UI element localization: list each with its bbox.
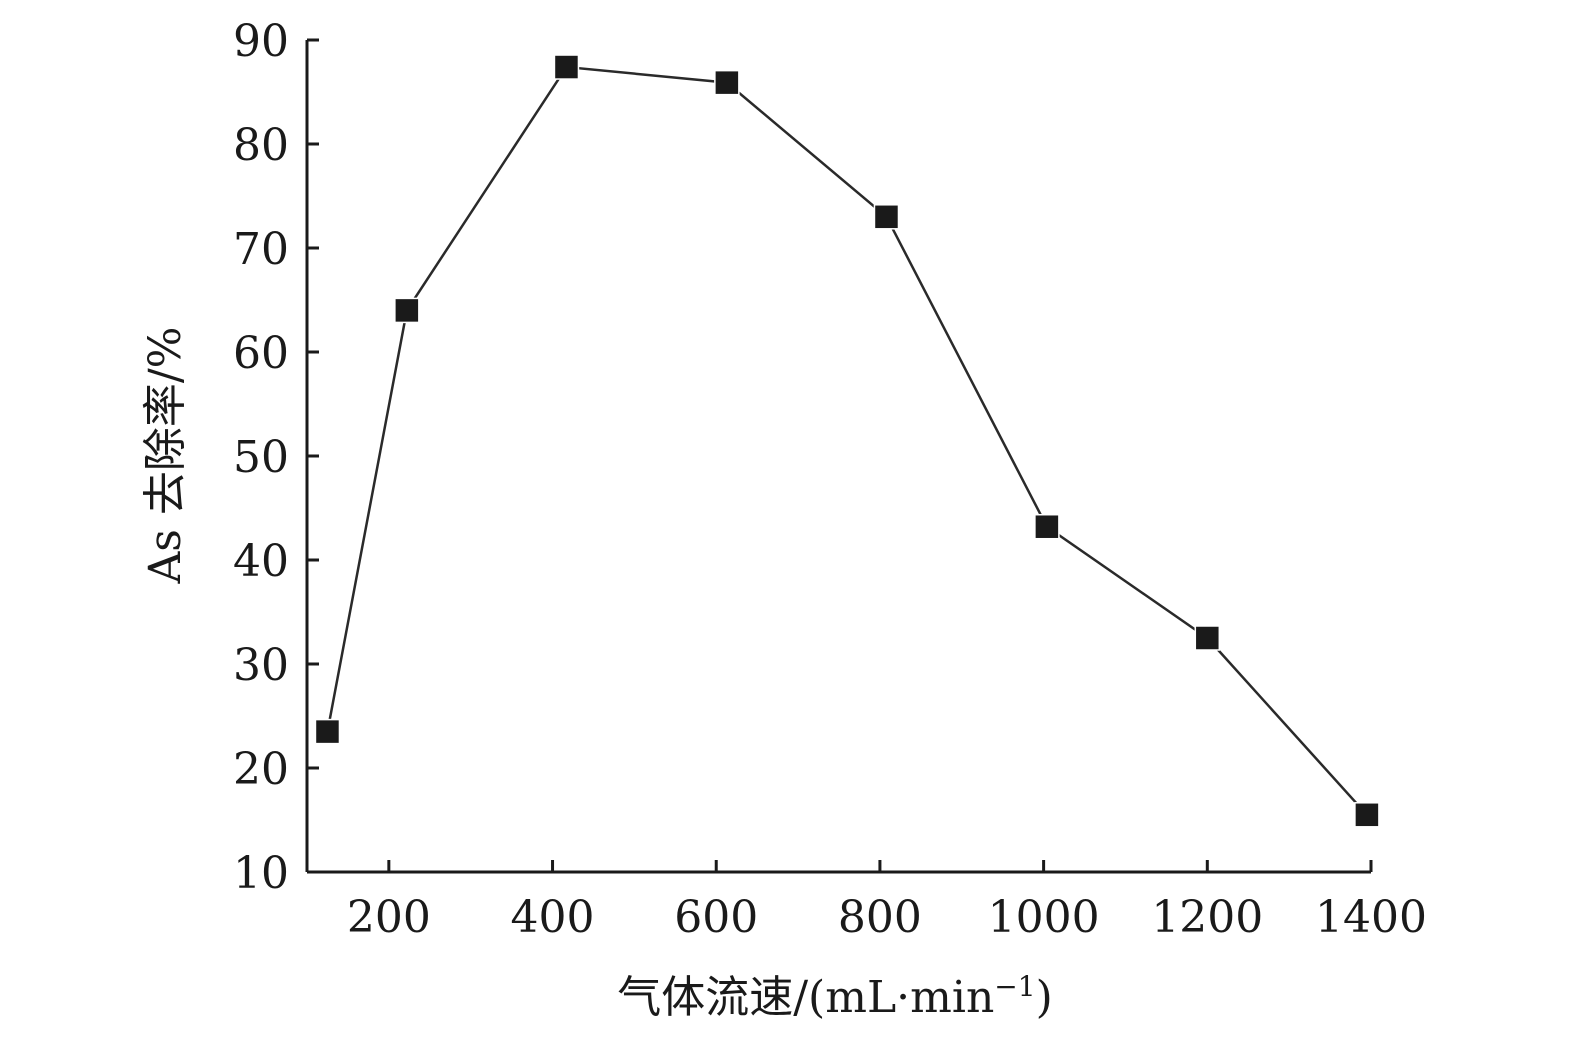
series-layer (314, 54, 1380, 828)
x-axis-title-main: 气体流速/(mL·min (617, 972, 994, 1023)
x-axis-ticks: 200 400 600 800 1000 1200 1400 (347, 860, 1427, 943)
data-point-marker (1034, 513, 1060, 540)
x-tick-label: 200 (347, 892, 431, 943)
x-tick-label: 800 (838, 892, 922, 943)
y-tick-label: 40 (233, 536, 289, 587)
data-point-marker (314, 718, 341, 745)
y-tick-label: 10 (233, 848, 289, 899)
y-tick-label: 30 (233, 640, 289, 691)
x-tick-label: 1000 (988, 892, 1100, 943)
y-tick-label: 60 (233, 328, 289, 379)
data-point-marker (553, 54, 580, 80)
x-tick-label: 1400 (1315, 892, 1427, 943)
data-point-marker (873, 204, 900, 230)
y-tick-label: 20 (233, 744, 289, 795)
data-point-marker (1194, 625, 1221, 651)
y-tick-label: 80 (233, 120, 289, 171)
y-tick-label: 90 (233, 16, 289, 67)
series-line (326, 65, 1368, 816)
x-tick-label: 1200 (1151, 892, 1263, 943)
x-tick-label: 400 (511, 892, 595, 943)
y-tick-label: 50 (233, 432, 289, 483)
data-point-marker (1354, 802, 1380, 828)
x-tick-label: 600 (674, 892, 758, 943)
axes (305, 40, 1371, 874)
y-axis-title: As 去除率/% (140, 327, 191, 585)
x-axis-title-superscript: −1 (994, 970, 1035, 1003)
x-axis-title: 气体流速/(mL·min−1) (617, 970, 1053, 1023)
y-axis-ticks: 10 20 30 40 50 60 70 80 90 (233, 16, 319, 899)
x-axis-title-end: ) (1036, 972, 1053, 1023)
data-point-marker (394, 297, 420, 324)
y-tick-label: 70 (233, 224, 289, 275)
data-point-marker (714, 69, 740, 96)
